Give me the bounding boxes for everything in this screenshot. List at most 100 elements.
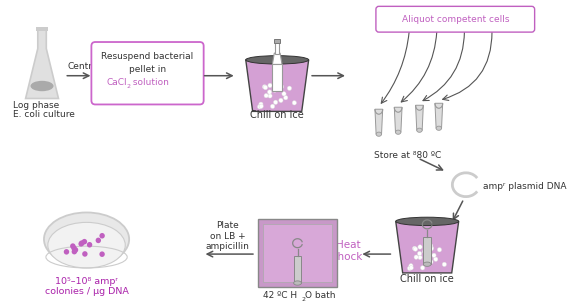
Circle shape	[268, 94, 272, 98]
Text: Log phase: Log phase	[13, 101, 59, 110]
Circle shape	[282, 92, 286, 96]
Polygon shape	[375, 109, 383, 134]
Ellipse shape	[395, 130, 401, 134]
Bar	[273, 64, 282, 91]
Circle shape	[71, 249, 77, 254]
Text: 10⁵–10⁸ ampʳ: 10⁵–10⁸ ampʳ	[55, 277, 118, 286]
Circle shape	[424, 261, 428, 266]
Circle shape	[99, 251, 105, 257]
Circle shape	[438, 248, 442, 252]
Bar	[424, 237, 431, 264]
Circle shape	[64, 249, 69, 255]
Circle shape	[422, 249, 427, 254]
Bar	[258, 219, 337, 287]
Circle shape	[99, 233, 105, 238]
Polygon shape	[396, 221, 459, 273]
Circle shape	[421, 266, 425, 270]
Circle shape	[87, 242, 92, 248]
Ellipse shape	[30, 81, 54, 91]
Circle shape	[409, 264, 413, 268]
Circle shape	[428, 244, 433, 248]
Bar	[36, 27, 48, 31]
Polygon shape	[246, 60, 309, 111]
Text: Chill on ice: Chill on ice	[400, 274, 454, 284]
Circle shape	[284, 95, 288, 100]
Text: 42 ºC H: 42 ºC H	[263, 291, 298, 300]
Text: Plate
on LB +
ampicillin: Plate on LB + ampicillin	[206, 221, 250, 251]
Text: ampʳ plasmid DNA: ampʳ plasmid DNA	[483, 182, 567, 191]
Circle shape	[418, 255, 422, 260]
Circle shape	[292, 101, 297, 105]
Ellipse shape	[424, 262, 431, 266]
Text: CaCl: CaCl	[107, 78, 128, 87]
Polygon shape	[394, 107, 402, 132]
Text: O bath: O bath	[305, 291, 336, 300]
Ellipse shape	[48, 222, 125, 268]
Polygon shape	[26, 29, 58, 99]
Circle shape	[287, 86, 291, 91]
Polygon shape	[435, 103, 443, 128]
Circle shape	[273, 88, 277, 92]
FancyBboxPatch shape	[91, 42, 204, 104]
Text: Resuspend bacterial: Resuspend bacterial	[101, 52, 194, 61]
Circle shape	[71, 245, 77, 251]
Circle shape	[70, 243, 75, 249]
Circle shape	[95, 237, 101, 243]
Circle shape	[429, 260, 433, 264]
Circle shape	[412, 246, 417, 251]
Circle shape	[278, 82, 283, 86]
Circle shape	[268, 83, 272, 87]
Ellipse shape	[376, 132, 381, 136]
Bar	[275, 42, 279, 54]
Circle shape	[429, 247, 433, 251]
Circle shape	[82, 239, 87, 245]
Circle shape	[279, 85, 283, 89]
Circle shape	[273, 100, 278, 104]
Ellipse shape	[246, 56, 309, 64]
Polygon shape	[273, 53, 282, 64]
Circle shape	[267, 90, 271, 94]
Circle shape	[263, 85, 267, 89]
FancyBboxPatch shape	[376, 6, 535, 32]
Text: Store at ⁸80 ºC: Store at ⁸80 ºC	[374, 151, 442, 160]
Circle shape	[279, 84, 284, 89]
Text: Aliquot competent cells: Aliquot competent cells	[401, 15, 509, 24]
Text: Chill on ice: Chill on ice	[250, 110, 304, 120]
Ellipse shape	[294, 281, 301, 285]
Circle shape	[78, 241, 84, 247]
Circle shape	[264, 93, 269, 98]
Circle shape	[82, 251, 88, 257]
Circle shape	[270, 104, 275, 108]
Circle shape	[414, 255, 418, 259]
Circle shape	[433, 257, 438, 261]
Circle shape	[442, 262, 446, 266]
Ellipse shape	[417, 128, 422, 132]
Text: E. coli culture: E. coli culture	[13, 110, 75, 119]
Text: solution: solution	[130, 78, 169, 87]
Text: 2: 2	[301, 297, 305, 302]
Circle shape	[407, 266, 412, 270]
Circle shape	[414, 247, 418, 251]
Polygon shape	[415, 105, 424, 130]
Ellipse shape	[436, 126, 442, 130]
Ellipse shape	[396, 217, 459, 225]
Text: Centrifuge: Centrifuge	[67, 62, 115, 71]
Circle shape	[409, 265, 414, 270]
Text: 2: 2	[126, 83, 130, 89]
Circle shape	[259, 102, 263, 107]
Circle shape	[418, 251, 422, 256]
Text: colonies / μg DNA: colonies / μg DNA	[44, 287, 129, 296]
Circle shape	[418, 245, 422, 249]
Circle shape	[279, 98, 283, 103]
Circle shape	[263, 85, 267, 90]
Text: Heat
shock: Heat shock	[333, 240, 363, 262]
Bar	[274, 39, 280, 43]
Bar	[263, 224, 332, 282]
Text: pellet in: pellet in	[129, 65, 166, 74]
Circle shape	[73, 247, 78, 253]
Circle shape	[257, 105, 261, 109]
Bar	[294, 256, 301, 283]
Circle shape	[79, 240, 85, 246]
Ellipse shape	[44, 213, 129, 266]
Circle shape	[259, 104, 263, 108]
